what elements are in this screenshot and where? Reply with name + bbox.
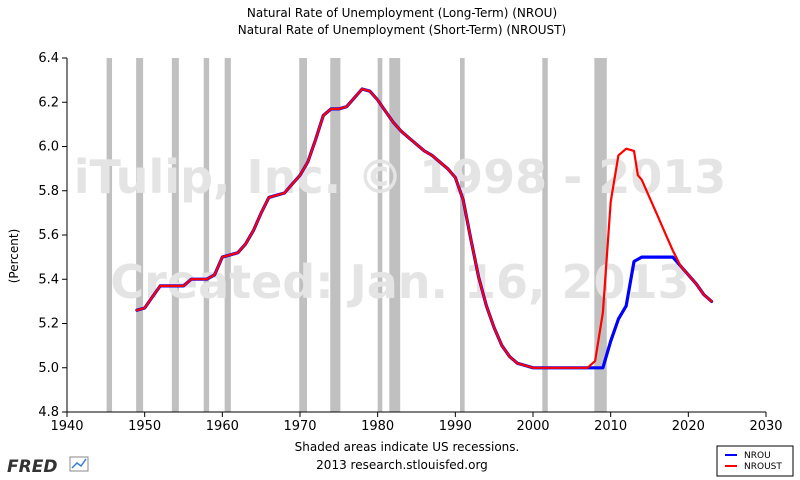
y-axis-label: (Percent) — [7, 229, 21, 284]
recession-band — [136, 58, 144, 412]
x-tick-label: 2000 — [516, 419, 549, 434]
recession-band — [106, 58, 113, 412]
recession-band — [224, 58, 231, 412]
series-line-nrou — [135, 87, 714, 370]
series-lines — [135, 87, 714, 370]
legend-box — [716, 445, 794, 477]
recession-band — [459, 58, 465, 412]
recession-band — [594, 58, 607, 412]
x-tick-label: 2020 — [672, 419, 705, 434]
recession-band — [299, 58, 307, 412]
footer-source: 2013 research.stlouisfed.org — [316, 458, 488, 472]
x-tick-label: 2030 — [749, 419, 782, 434]
x-tick-label: 1980 — [361, 419, 394, 434]
watermark-line-1: iTulip, Inc. © 1998 - 2013 — [74, 150, 727, 204]
legend-label-nroust: NROUST — [744, 462, 782, 472]
recession-band — [330, 58, 341, 412]
recession-band — [389, 58, 401, 412]
recession-band — [203, 58, 210, 412]
watermark: iTulip, Inc. © 1998 - 2013 Created: Jan.… — [74, 150, 727, 309]
y-tick-label: 6.4 — [38, 51, 59, 66]
chart-title-line-2: Natural Rate of Unemployment (Short-Term… — [238, 23, 566, 37]
x-tick-label: 1940 — [50, 419, 83, 434]
legend-label-nrou: NROU — [744, 451, 771, 461]
watermark-line-2: Created: Jan. 16, 2013 — [110, 255, 689, 309]
fred-logo-text: FRED — [7, 457, 57, 477]
x-tick-label: 1970 — [283, 419, 316, 434]
fred-logo[interactable]: FRED — [7, 456, 89, 477]
recession-band — [542, 58, 548, 412]
recession-band — [377, 58, 383, 412]
x-tick-label: 1950 — [128, 419, 161, 434]
x-tick-label: 1960 — [206, 419, 239, 434]
series-line-nroust — [135, 87, 713, 369]
y-tick-label: 5.8 — [38, 184, 59, 199]
y-tick-label: 5.2 — [38, 317, 59, 332]
y-tick-label: 5.0 — [38, 361, 59, 376]
footer-note: Shaded areas indicate US recessions. — [295, 440, 520, 454]
y-tick-label: 5.6 — [38, 228, 59, 243]
y-tick-label: 4.8 — [38, 405, 59, 420]
x-tick-label: 2010 — [594, 419, 627, 434]
recession-bands — [106, 58, 607, 412]
y-tick-label: 6.2 — [38, 95, 59, 110]
y-tick-label: 5.4 — [38, 272, 59, 287]
chart-title-line-1: Natural Rate of Unemployment (Long-Term)… — [247, 6, 557, 20]
recession-band — [171, 58, 179, 412]
axes: 1940 1950 1960 1970 1980 1990 2000 2010 2020 2030… — [38, 51, 782, 434]
y-tick-label: 6.0 — [38, 140, 59, 155]
fred-chart-icon — [69, 456, 89, 472]
x-tick-label: 1990 — [439, 419, 472, 434]
